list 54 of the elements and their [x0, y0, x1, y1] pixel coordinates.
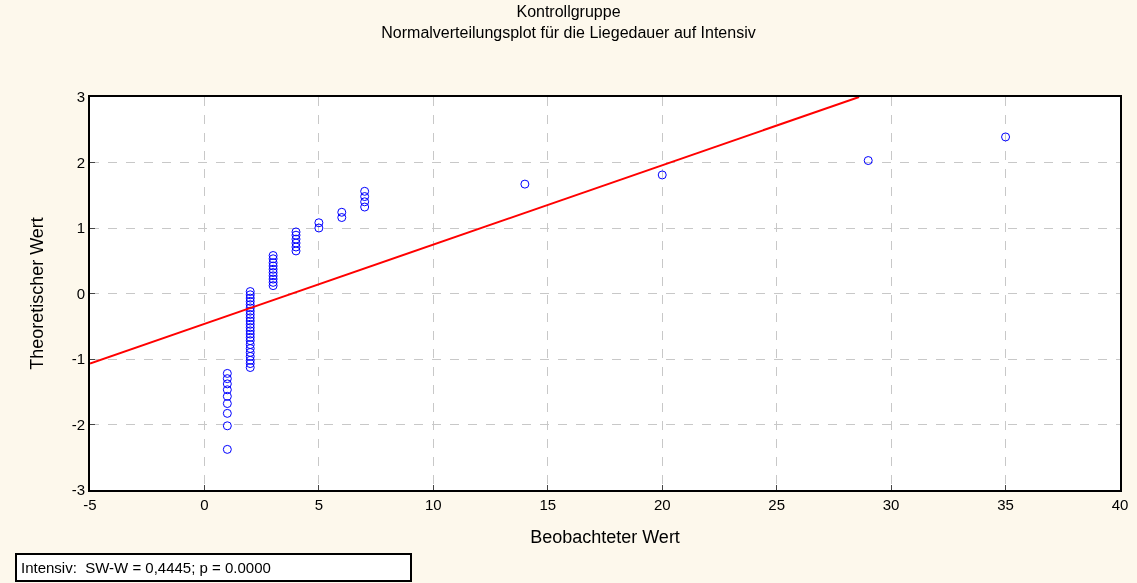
point	[222, 399, 232, 409]
point	[222, 368, 232, 378]
point	[657, 170, 667, 180]
x-tick-label: 10	[424, 496, 442, 513]
point	[360, 202, 370, 212]
y-tick-label: 0	[76, 284, 85, 302]
point	[245, 340, 255, 350]
x-tick-label: 25	[768, 496, 786, 513]
point	[291, 234, 301, 244]
x-tick-label: -5	[83, 496, 97, 513]
point	[268, 281, 278, 291]
x-tick-label: 30	[882, 496, 900, 513]
chart-subtitle: Normalverteilungsplot für die Liegedauer auf Intensiv	[381, 24, 756, 42]
x-tick-label: 35	[997, 496, 1014, 513]
x-tick-label: 5	[314, 496, 324, 513]
y-tick-label: -1	[71, 350, 85, 368]
point	[222, 444, 232, 454]
point	[863, 156, 873, 166]
x-tick-label: 20	[653, 496, 671, 513]
y-tick-label: 2	[76, 153, 85, 171]
point	[337, 213, 347, 223]
x-axis-title: Beobachteter Wert	[530, 526, 680, 547]
point	[222, 385, 232, 395]
point	[245, 355, 255, 365]
y-axis-title: Theoretischer Wert	[27, 217, 47, 370]
point	[222, 391, 232, 401]
point	[360, 192, 370, 202]
point	[245, 359, 255, 369]
point	[314, 223, 324, 233]
chart-title: Kontrollgruppe	[516, 3, 621, 21]
point	[245, 363, 255, 373]
point	[222, 374, 232, 384]
point	[1001, 132, 1011, 142]
point	[291, 246, 301, 256]
point	[360, 186, 370, 196]
point	[291, 242, 301, 252]
x-tick-label: 0	[200, 496, 209, 513]
point	[337, 207, 347, 217]
x-tick-label: 40	[1111, 496, 1129, 513]
y-tick-label: -2	[71, 415, 85, 433]
point	[360, 197, 370, 207]
y-tick-label: 3	[76, 88, 85, 106]
text: Intensiv: SW-W = 0,4445; p = 0.0000	[21, 559, 271, 576]
point	[520, 179, 530, 189]
point	[222, 421, 232, 431]
x-tick-label: 15	[539, 496, 557, 513]
point	[222, 408, 232, 418]
point	[245, 351, 255, 361]
point	[245, 336, 255, 346]
point	[291, 238, 301, 248]
point	[222, 379, 232, 389]
y-tick-label: 1	[76, 219, 85, 237]
y-tick-label: -3	[71, 481, 85, 499]
point	[314, 218, 324, 228]
